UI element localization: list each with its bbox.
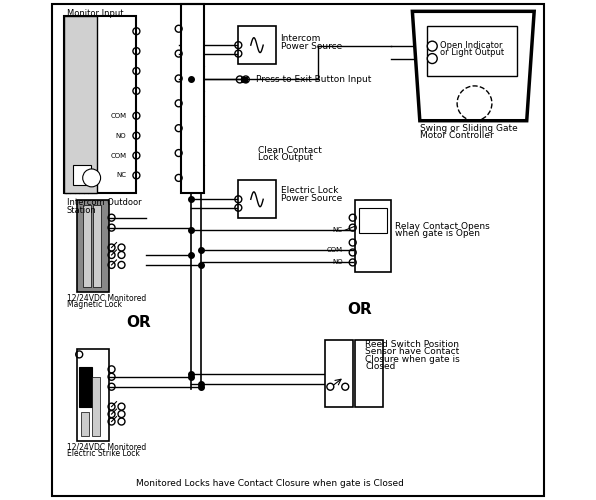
Text: Closed: Closed: [365, 362, 396, 372]
Bar: [325, 340, 353, 406]
Text: Electric Strike Lock: Electric Strike Lock: [67, 450, 139, 458]
Text: Power Source: Power Source: [281, 194, 342, 203]
Bar: [64, 16, 97, 193]
Bar: [79, 367, 92, 406]
Bar: [238, 26, 275, 64]
Text: Intercom Outdoor: Intercom Outdoor: [67, 198, 141, 207]
Bar: [77, 350, 109, 442]
Text: Press to Exit Button Input: Press to Exit Button Input: [256, 75, 371, 84]
Text: NO: NO: [332, 260, 343, 266]
Bar: [64, 16, 136, 193]
Text: Monitored Locks have Contact Closure when gate is Closed: Monitored Locks have Contact Closure whe…: [136, 479, 404, 488]
Text: Electric Lock: Electric Lock: [281, 186, 338, 195]
Bar: [238, 180, 275, 218]
Text: when gate is Open: when gate is Open: [395, 229, 480, 238]
Text: Magnetic Lock: Magnetic Lock: [67, 300, 122, 309]
Text: Monitor Input: Monitor Input: [67, 10, 123, 18]
Text: Clean Contact: Clean Contact: [258, 146, 322, 155]
Text: OR: OR: [126, 314, 151, 330]
Bar: [355, 200, 391, 272]
Text: OR: OR: [347, 302, 372, 317]
Text: Motor Controller: Motor Controller: [420, 131, 493, 140]
Text: NC: NC: [116, 172, 126, 178]
Bar: [181, 4, 203, 193]
Text: NC: NC: [333, 227, 343, 233]
Text: COM: COM: [327, 247, 343, 253]
Circle shape: [427, 54, 437, 64]
Bar: [93, 205, 101, 288]
Text: Relay Contact Opens: Relay Contact Opens: [395, 222, 490, 230]
Bar: [77, 200, 109, 292]
Bar: [355, 340, 383, 406]
Text: COM: COM: [110, 113, 126, 118]
Bar: [427, 26, 517, 76]
Circle shape: [427, 41, 437, 51]
Bar: [83, 205, 91, 288]
Text: or Light Output: or Light Output: [440, 48, 504, 57]
Text: Power Source: Power Source: [281, 42, 342, 50]
Text: 12/24VDC Monitored: 12/24VDC Monitored: [67, 443, 146, 452]
Text: Station: Station: [67, 206, 97, 214]
Text: Closure when gate is: Closure when gate is: [365, 355, 460, 364]
Text: Swing or Sliding Gate: Swing or Sliding Gate: [420, 124, 517, 132]
Text: COM: COM: [110, 152, 126, 158]
Text: Sensor have Contact: Sensor have Contact: [365, 348, 460, 356]
Bar: [73, 166, 91, 186]
Text: NO: NO: [116, 132, 126, 138]
Bar: [241, 77, 247, 82]
Bar: [80, 412, 89, 436]
Bar: [359, 208, 386, 233]
Polygon shape: [412, 12, 534, 120]
Text: 12/24VDC Monitored: 12/24VDC Monitored: [67, 294, 146, 302]
Text: Open Indicator: Open Indicator: [440, 40, 502, 50]
Bar: [92, 377, 100, 436]
Text: Intercom: Intercom: [281, 34, 321, 42]
Circle shape: [83, 169, 101, 187]
Text: Reed Switch Position: Reed Switch Position: [365, 340, 459, 349]
Text: Lock Output: Lock Output: [258, 153, 313, 162]
